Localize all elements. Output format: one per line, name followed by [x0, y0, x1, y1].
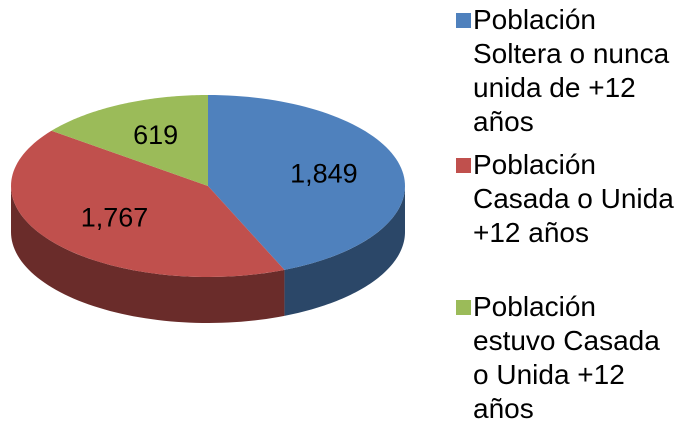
legend-swatch	[456, 13, 471, 28]
slice	[208, 95, 405, 270]
data-label: 1,767	[81, 203, 149, 233]
data-label: 1,849	[290, 158, 358, 188]
pie-area: 1,849 1,767 619	[11, 95, 405, 323]
slice-side	[284, 186, 405, 316]
legend-label: Población Soltera o nunca unida de +12 a…	[473, 4, 670, 137]
legend-label: Población estuvo Casada o Unida +12 años	[473, 291, 660, 424]
data-label: 619	[133, 120, 178, 150]
legend-swatch	[456, 158, 471, 173]
legend-swatch	[456, 300, 471, 315]
legend-label: Población Casada o Unida +12 años	[473, 149, 674, 248]
slice	[51, 95, 209, 186]
slice-side	[11, 186, 285, 323]
slice	[11, 130, 285, 277]
